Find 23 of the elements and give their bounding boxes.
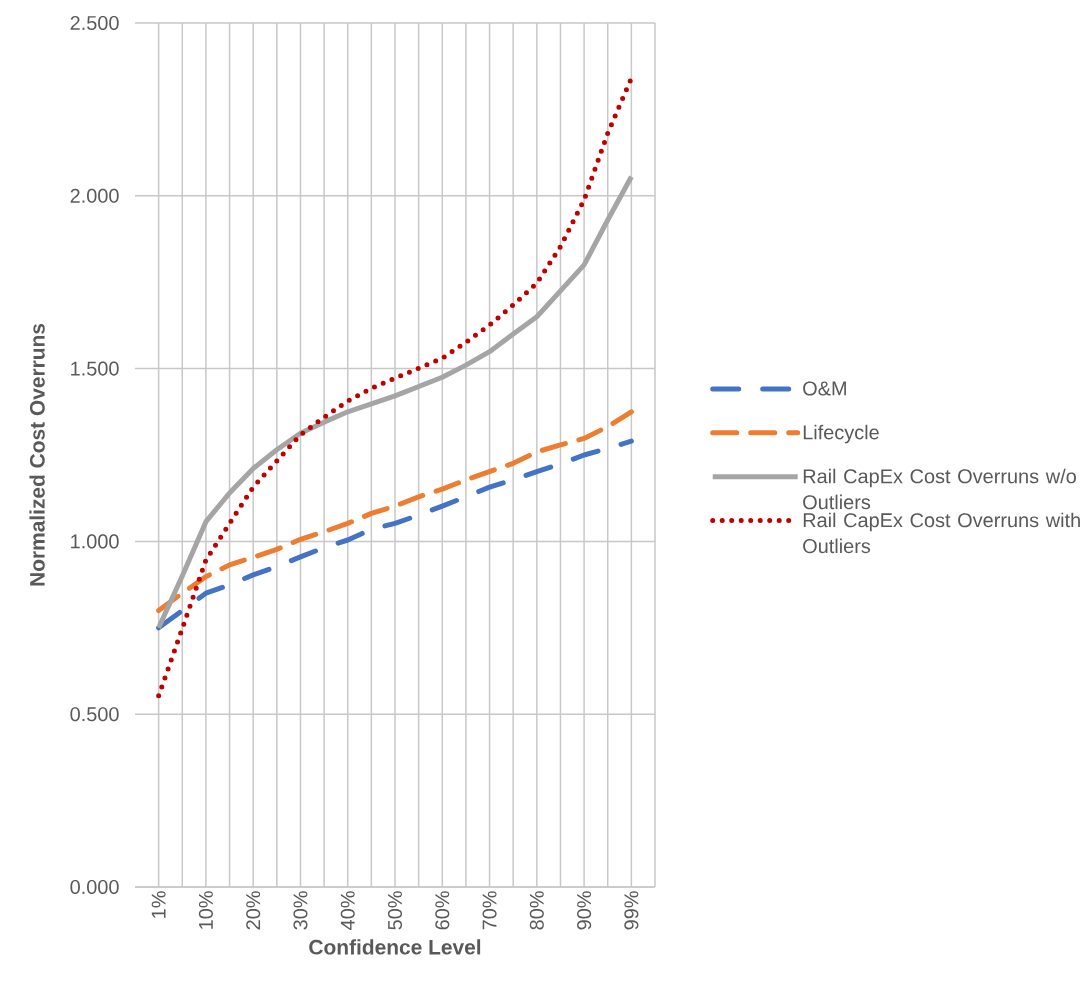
legend-label: Rail CapEx Cost Overruns w/o Outliers xyxy=(803,468,1076,510)
x-axis-title: Confidence Level xyxy=(309,939,481,955)
x-tick-label: 70% xyxy=(482,891,497,930)
x-tick-label: 80% xyxy=(529,891,544,930)
y-tick-label: 2.500 xyxy=(70,15,119,31)
x-tick-label: 60% xyxy=(435,891,450,930)
x-tick-label: 20% xyxy=(246,891,261,930)
y-tick-label: 0.500 xyxy=(70,707,119,722)
x-tick-label: 50% xyxy=(387,891,403,930)
y-tick-label: 1.000 xyxy=(71,534,119,549)
y-tick-label: 2.000 xyxy=(70,188,119,203)
x-tick-label: 99% xyxy=(624,891,639,930)
x-tick-label: 30% xyxy=(293,891,308,930)
y-axis-title: Normalized Cost Overruns xyxy=(29,323,45,586)
x-tick-label: 40% xyxy=(340,891,355,930)
y-tick-label: 1.500 xyxy=(71,361,119,376)
x-tick-label: 10% xyxy=(198,891,213,929)
x-tick-label: 1% xyxy=(151,891,166,918)
legend-label: O&M xyxy=(803,381,846,396)
legend-label: Lifecycle xyxy=(803,424,879,444)
x-tick-label: 90% xyxy=(577,891,592,930)
legend-label: Rail CapEx Cost Overruns with Outliers xyxy=(803,512,1080,554)
y-tick-label: 0.000 xyxy=(70,879,119,895)
